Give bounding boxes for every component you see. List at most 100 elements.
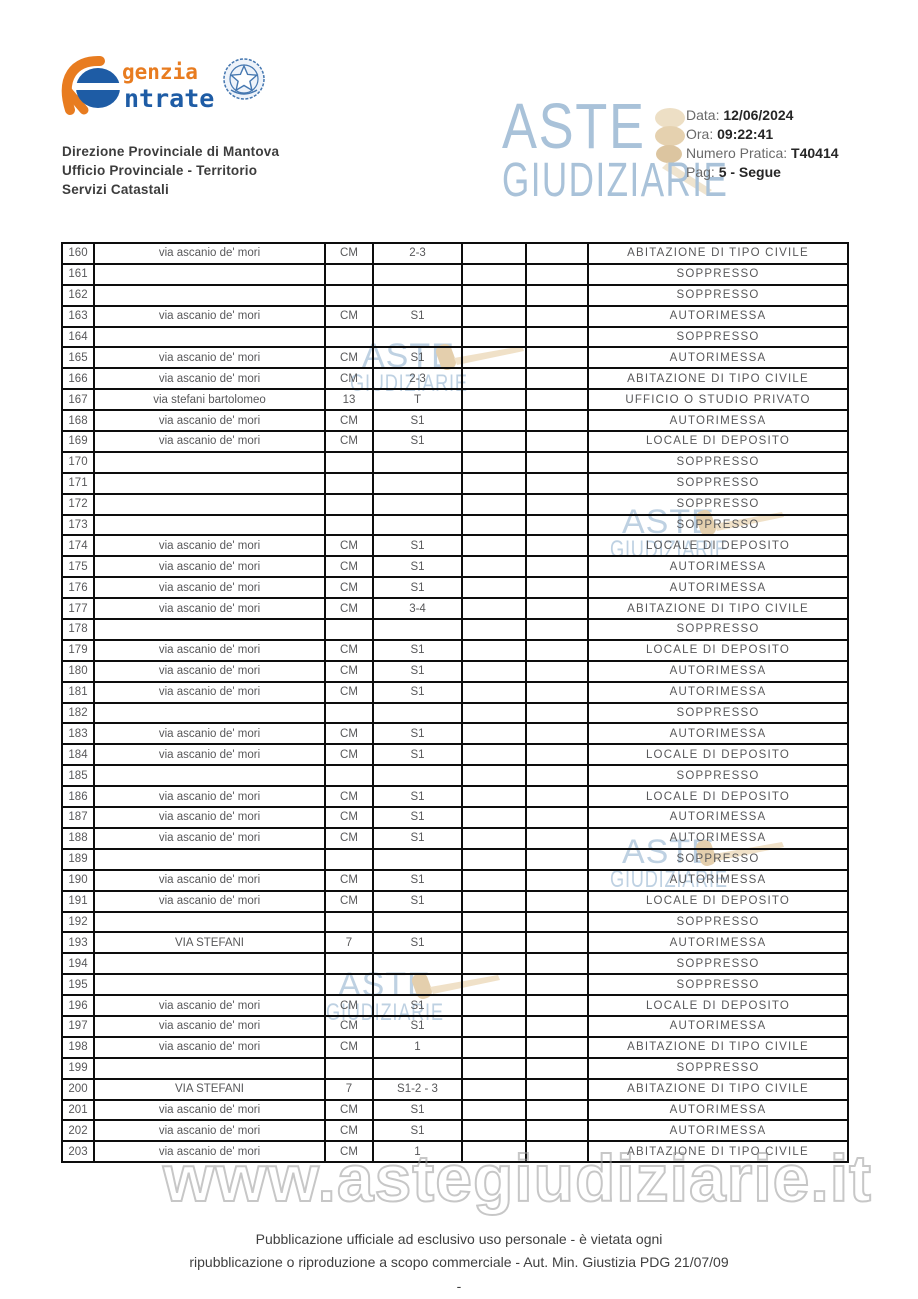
- cell-description: SOPPRESSO: [587, 471, 849, 495]
- cell-street: via ascanio de' mori: [93, 826, 326, 850]
- cell-empty-2: [525, 304, 589, 328]
- cell-description: LOCALE DI DEPOSITO: [587, 889, 849, 913]
- cell-row-number: 165: [61, 346, 95, 370]
- cell-empty-2: [525, 806, 589, 829]
- cell-empty-1: [461, 492, 527, 516]
- cell-empty-1: [461, 262, 527, 286]
- cell-empty-2: [525, 1014, 589, 1038]
- cell-empty-2: [525, 680, 589, 704]
- table-row: 196 via ascanio de' mori CM S1 LOCALE DI DEP…: [61, 994, 849, 1017]
- cell-floor: 3-4: [372, 597, 463, 621]
- cell-description: SOPPRESSO: [587, 325, 849, 349]
- cell-row-number: 180: [61, 659, 95, 683]
- records-table-body: 160 via ascanio de' mori CM 2-3 ABITAZIONE D…: [61, 242, 849, 1164]
- cell-street: [93, 764, 326, 788]
- cell-floor: S1: [372, 576, 463, 600]
- cell-floor: S1: [372, 680, 463, 704]
- table-row: 177 via ascanio de' mori CM 3-4 ABITAZIONE D…: [61, 597, 849, 621]
- cell-civic: CM: [324, 1035, 374, 1059]
- table-row: 202 via ascanio de' mori CM S1 AUTORIMESSA: [61, 1119, 849, 1143]
- cell-civic: [324, 513, 374, 537]
- cell-description: AUTORIMESSA: [587, 931, 849, 955]
- cell-row-number: 173: [61, 513, 95, 537]
- cell-description: AUTORIMESSA: [587, 409, 849, 433]
- cell-empty-1: [461, 618, 527, 641]
- cell-description: AUTORIMESSA: [587, 806, 849, 829]
- cell-description: AUTORIMESSA: [587, 346, 849, 370]
- info-pratica: Numero Pratica: T40414: [686, 144, 839, 163]
- cell-empty-2: [525, 1056, 589, 1080]
- cell-civic: [324, 492, 374, 516]
- cell-empty-2: [525, 513, 589, 537]
- pag-label: Pag:: [686, 164, 715, 180]
- cell-street: [93, 513, 326, 537]
- cell-empty-1: [461, 826, 527, 850]
- cell-floor: [372, 952, 463, 976]
- table-row: 203 via ascanio de' mori CM 1 ABITAZIONE DI …: [61, 1140, 849, 1164]
- cell-empty-2: [525, 785, 589, 809]
- cell-empty-2: [525, 262, 589, 286]
- cell-empty-1: [461, 701, 527, 725]
- cell-description: ABITAZIONE DI TIPO CIVILE: [587, 1077, 849, 1101]
- cell-empty-2: [525, 868, 589, 892]
- cell-description: LOCALE DI DEPOSITO: [587, 638, 849, 662]
- cell-floor: 1: [372, 1035, 463, 1059]
- cell-floor: 2-3: [372, 367, 463, 391]
- cell-street: via ascanio de' mori: [93, 889, 326, 913]
- cell-civic: [324, 701, 374, 725]
- cell-description: SOPPRESSO: [587, 513, 849, 537]
- cell-empty-1: [461, 1077, 527, 1101]
- cell-empty-1: [461, 889, 527, 913]
- cell-description: AUTORIMESSA: [587, 1119, 849, 1143]
- table-row: 184 via ascanio de' mori CM S1 LOCALE DI DEP…: [61, 743, 849, 767]
- cell-row-number: 200: [61, 1077, 95, 1101]
- cell-street: via ascanio de' mori: [93, 1098, 326, 1122]
- cell-floor: [372, 764, 463, 788]
- cell-civic: CM: [324, 242, 374, 265]
- cell-street: [93, 973, 326, 997]
- footer-line-2: ripubblicazione o riproduzione a scopo c…: [189, 1254, 729, 1270]
- cell-description: SOPPRESSO: [587, 450, 849, 474]
- cell-empty-2: [525, 722, 589, 746]
- svg-text:ntrate: ntrate: [124, 84, 214, 113]
- cell-civic: CM: [324, 889, 374, 913]
- cell-civic: [324, 910, 374, 934]
- cell-street: via ascanio de' mori: [93, 868, 326, 892]
- cell-civic: [324, 325, 374, 349]
- table-row: 162 SOPPRESSO: [61, 283, 849, 307]
- cell-street: via ascanio de' mori: [93, 1035, 326, 1059]
- cell-row-number: 198: [61, 1035, 95, 1059]
- cell-empty-1: [461, 743, 527, 767]
- cell-floor: [372, 910, 463, 934]
- cell-floor: S1: [372, 638, 463, 662]
- cell-empty-1: [461, 367, 527, 391]
- table-row: 173 SOPPRESSO: [61, 513, 849, 537]
- cell-street: via ascanio de' mori: [93, 1014, 326, 1038]
- cell-empty-1: [461, 1140, 527, 1164]
- cell-floor: S1: [372, 931, 463, 955]
- table-row: 200 VIA STEFANI 7 S1-2 - 3 ABITAZIONE DI TIP…: [61, 1077, 849, 1101]
- table-row: 160 via ascanio de' mori CM 2-3 ABITAZIONE D…: [61, 242, 849, 265]
- cell-empty-1: [461, 534, 527, 558]
- cell-civic: [324, 764, 374, 788]
- cell-row-number: 188: [61, 826, 95, 850]
- pag-value: 5 - Segue: [718, 164, 781, 180]
- cell-floor: [372, 283, 463, 307]
- cell-floor: S1: [372, 826, 463, 850]
- cell-civic: CM: [324, 868, 374, 892]
- cell-description: SOPPRESSO: [587, 952, 849, 976]
- cell-civic: CM: [324, 1098, 374, 1122]
- cell-description: ABITAZIONE DI TIPO CIVILE: [587, 367, 849, 391]
- cell-description: ABITAZIONE DI TIPO CIVILE: [587, 597, 849, 621]
- cell-row-number: 181: [61, 680, 95, 704]
- cell-description: ABITAZIONE DI TIPO CIVILE: [587, 1140, 849, 1164]
- cell-civic: [324, 283, 374, 307]
- cell-row-number: 197: [61, 1014, 95, 1038]
- cell-empty-1: [461, 1119, 527, 1143]
- cell-street: via ascanio de' mori: [93, 555, 326, 579]
- cell-floor: 1: [372, 1140, 463, 1164]
- cell-row-number: 191: [61, 889, 95, 913]
- cell-street: via ascanio de' mori: [93, 409, 326, 433]
- cell-row-number: 176: [61, 576, 95, 600]
- cell-street: [93, 701, 326, 725]
